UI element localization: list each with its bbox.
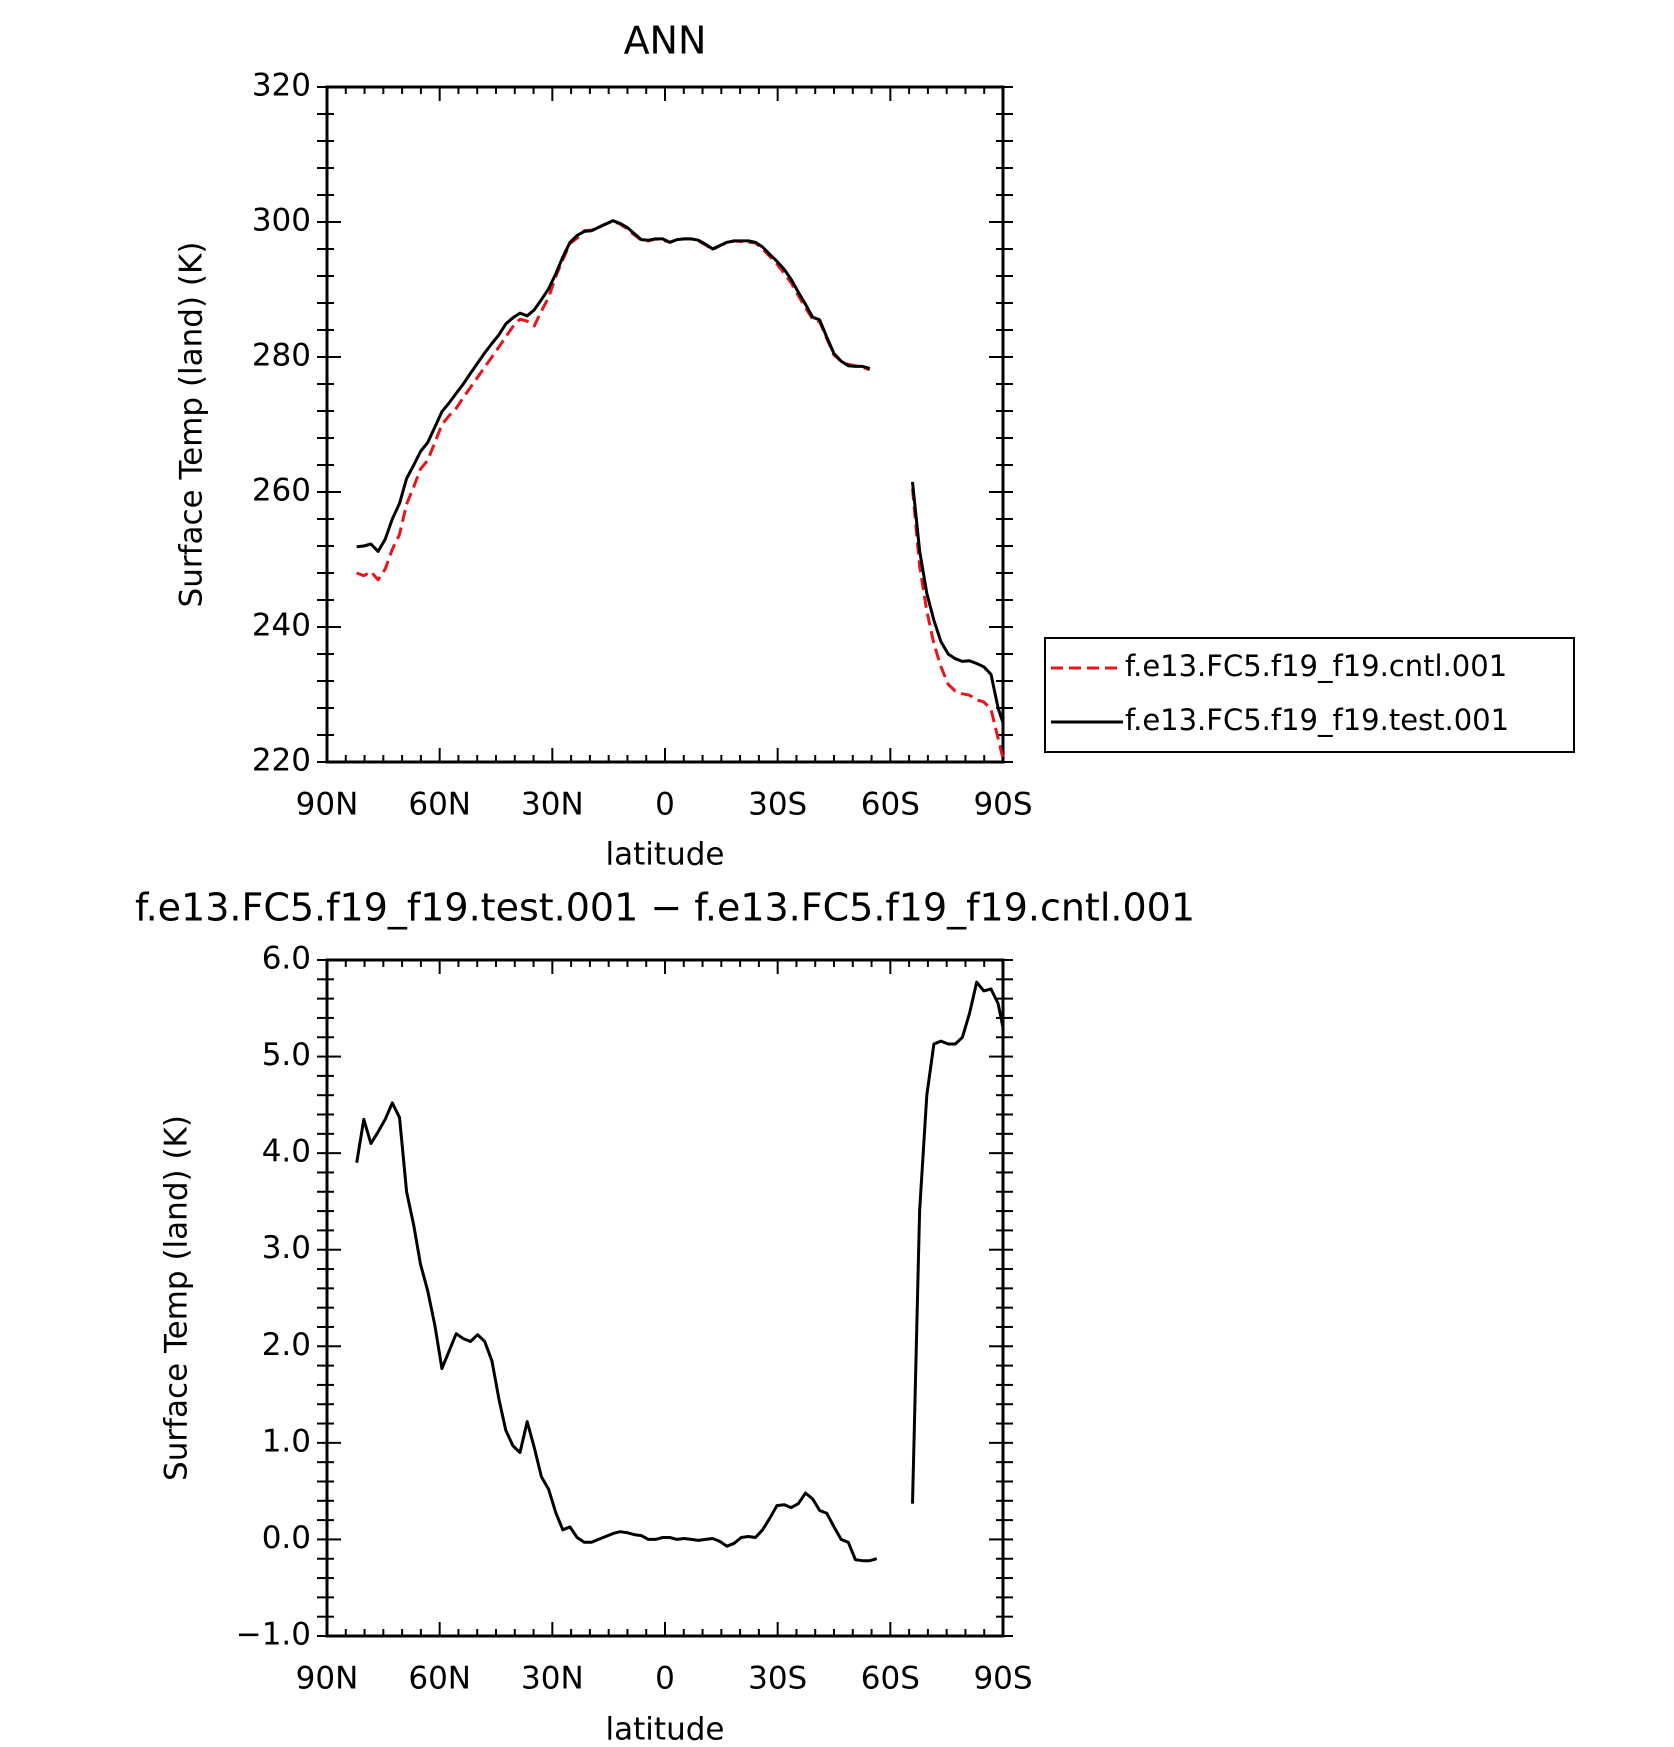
x-tick-label: 90S — [973, 1661, 1032, 1697]
x-tick-label: 30S — [748, 787, 807, 823]
plot-frame — [325, 85, 1005, 764]
bottom-panel: f.e13.FC5.f19_f19.test.001 − f.e13.FC5.f… — [135, 886, 1195, 1747]
x-tick-label: 60S — [861, 1661, 920, 1697]
y-tick-label: 4.0 — [262, 1134, 311, 1170]
y-tick-label: 300 — [252, 203, 311, 239]
y-tick-label: 1.0 — [262, 1423, 311, 1459]
legend-box — [1044, 637, 1575, 753]
y-tick-label: 5.0 — [262, 1037, 311, 1073]
x-axis-label: latitude — [606, 1712, 725, 1747]
series-line-1-segment-2 — [911, 980, 1005, 1504]
x-axis-label: latitude — [606, 837, 725, 873]
y-tick-label: 240 — [252, 608, 311, 644]
x-tick-label: 30S — [748, 1661, 807, 1697]
series-line-1-segment-1 — [355, 1101, 878, 1563]
y-tick-label: 260 — [252, 473, 311, 509]
x-tick-label: 90N — [296, 1661, 359, 1697]
y-tick-label: −1.0 — [236, 1617, 311, 1653]
series-line-1-segment-1 — [356, 219, 871, 582]
y-tick-label: 3.0 — [262, 1230, 311, 1266]
top-panel: ANN 90N 60N 30N 0 30S 60S 90S 220 240 260 280 300 320… — [174, 19, 1575, 873]
x-tick-label: 60N — [408, 787, 471, 823]
legend-label: f.e13.FC5.f19_f19.cntl.001 — [1125, 649, 1507, 683]
y-axis-label: Surface Temp (land) (K) — [159, 1115, 195, 1481]
y-tick-label: 220 — [252, 743, 311, 779]
x-tick-label: 90N — [296, 787, 359, 823]
x-tick-label: 60N — [408, 1661, 471, 1697]
x-tick-label: 0 — [655, 1661, 675, 1697]
x-tick-label: 30N — [521, 787, 584, 823]
x-tick-label: 30N — [521, 1661, 584, 1697]
y-tick-label: 6.0 — [262, 941, 311, 977]
series-line-2-segment-2 — [911, 481, 1005, 724]
y-tick-label: 320 — [252, 68, 311, 104]
y-axis-label: Surface Temp (land) (K) — [174, 242, 210, 608]
y-tick-label: 280 — [252, 338, 311, 374]
legend-label: f.e13.FC5.f19_f19.test.001 — [1125, 703, 1509, 737]
x-tick-label: 60S — [861, 787, 920, 823]
x-tick-label: 90S — [973, 787, 1032, 823]
y-tick-label: 2.0 — [262, 1327, 311, 1363]
chart-title: ANN — [624, 19, 707, 63]
y-tick-label: 0.0 — [262, 1520, 311, 1556]
chart-title: f.e13.FC5.f19_f19.test.001 − f.e13.FC5.f… — [135, 886, 1195, 930]
x-tick-label: 0 — [655, 787, 675, 823]
series-line-2-segment-1 — [356, 219, 871, 553]
series-line-1-segment-2 — [911, 488, 1005, 759]
